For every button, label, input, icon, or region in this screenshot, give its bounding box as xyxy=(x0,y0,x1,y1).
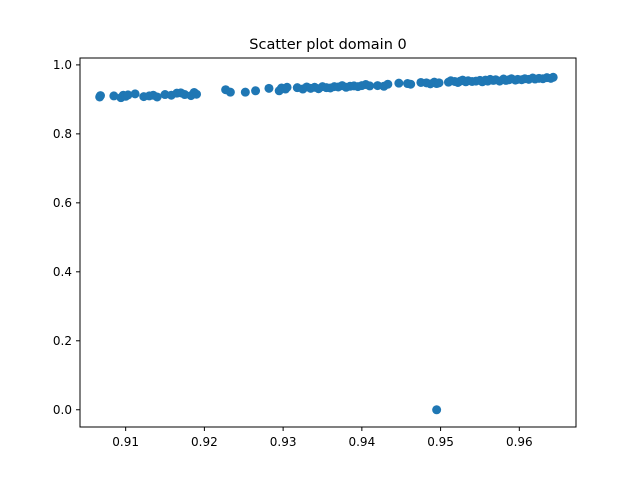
data-point xyxy=(548,72,558,82)
points-layer xyxy=(95,72,558,415)
x-tick-label: 0.93 xyxy=(270,435,297,449)
y-tick-label: 0.2 xyxy=(53,334,72,348)
data-point xyxy=(130,89,140,99)
data-point xyxy=(240,87,250,97)
data-point xyxy=(434,78,444,88)
plot-frame xyxy=(79,57,577,428)
x-tick-label: 0.95 xyxy=(427,435,454,449)
data-point xyxy=(123,90,133,100)
y-tick-label: 1.0 xyxy=(53,58,72,72)
data-point xyxy=(95,91,105,101)
x-tick-label: 0.96 xyxy=(506,435,533,449)
x-axis-ticks: 0.91 0.92 0.93 0.94 0.95 0.96 xyxy=(112,427,533,449)
x-tick-label: 0.92 xyxy=(191,435,218,449)
y-tick-label: 0.8 xyxy=(53,127,72,141)
data-point xyxy=(383,79,393,89)
y-tick-label: 0.4 xyxy=(53,265,72,279)
data-point xyxy=(152,92,162,102)
y-tick-label: 0.0 xyxy=(53,403,72,417)
data-point xyxy=(225,87,235,97)
x-tick-label: 0.91 xyxy=(112,435,139,449)
data-point xyxy=(394,78,404,88)
y-axis-ticks: 0.0 0.2 0.4 0.6 0.8 1.0 xyxy=(53,58,80,417)
data-point xyxy=(282,82,292,92)
data-point xyxy=(264,83,274,93)
data-point xyxy=(406,79,416,89)
data-point xyxy=(432,405,442,415)
chart-title: Scatter plot domain 0 xyxy=(249,37,406,53)
y-tick-label: 0.6 xyxy=(53,196,72,210)
data-point xyxy=(192,89,202,99)
x-tick-label: 0.94 xyxy=(348,435,375,449)
data-point xyxy=(109,91,119,101)
data-point xyxy=(251,86,261,96)
data-point xyxy=(365,81,375,91)
